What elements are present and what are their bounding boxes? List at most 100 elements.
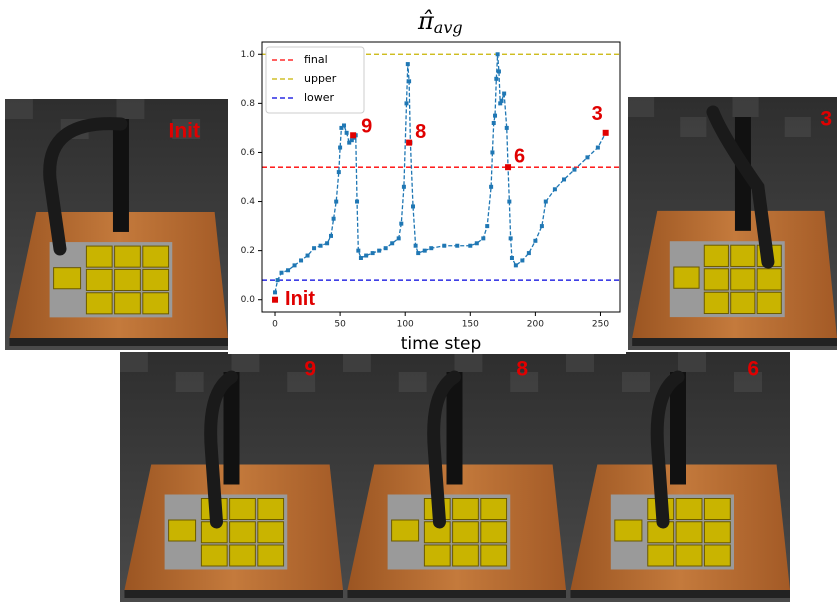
data-point [276, 278, 280, 282]
panel-label: 3 [820, 108, 832, 131]
tile [757, 269, 781, 290]
x-tick-label: 250 [592, 320, 609, 330]
data-point [280, 271, 284, 275]
data-point [514, 263, 518, 267]
data-point [502, 92, 506, 96]
data-point [306, 254, 310, 258]
y-tick-label: 0.4 [241, 197, 256, 207]
data-point [390, 241, 394, 245]
data-point [293, 263, 297, 267]
annotation: 9 [361, 116, 372, 138]
tile [704, 245, 728, 266]
tile [453, 545, 479, 566]
data-point [533, 239, 537, 243]
data-point [544, 200, 548, 204]
floor-tile [120, 352, 148, 372]
data-point [585, 155, 589, 159]
y-tick-label: 0.0 [241, 295, 256, 305]
highlight-point [406, 140, 412, 146]
tile [424, 545, 450, 566]
tile [230, 499, 256, 520]
tile [143, 293, 169, 314]
data-point [562, 177, 566, 181]
tile [453, 499, 479, 520]
annotation: 3 [592, 103, 603, 125]
panel-label: 8 [516, 358, 528, 381]
floor-tile [232, 352, 260, 372]
data-point [553, 187, 557, 191]
legend-label: upper [304, 72, 337, 85]
figure: Init3986 π̂avgtime step0501001502002500.… [0, 0, 837, 602]
data-point [468, 244, 472, 248]
tile [704, 522, 730, 543]
highlight-point [350, 132, 356, 138]
tile [169, 520, 196, 541]
data-point [414, 244, 418, 248]
data-point [494, 77, 498, 81]
table-edge [124, 590, 343, 598]
data-point [490, 150, 494, 154]
floor-tile [176, 372, 204, 392]
y-tick-label: 0.6 [241, 148, 256, 158]
tile [230, 545, 256, 566]
floor-tile [733, 97, 759, 117]
scene [566, 352, 790, 602]
tile [481, 522, 507, 543]
tile [731, 269, 755, 290]
tile [481, 499, 507, 520]
x-tick-label: 0 [272, 320, 278, 330]
scene [628, 97, 837, 350]
tile [115, 246, 141, 267]
data-point [384, 246, 388, 250]
data-point [405, 101, 409, 105]
data-point [496, 52, 500, 56]
data-point [334, 200, 338, 204]
data-point [406, 62, 410, 66]
data-point [338, 146, 342, 150]
annotation: Init [285, 288, 315, 310]
highlight-point [603, 130, 609, 136]
data-point [337, 170, 341, 174]
table-edge [632, 338, 837, 346]
tile [676, 499, 702, 520]
floor-tile [343, 352, 371, 372]
data-point [286, 268, 290, 272]
x-tick-label: 150 [462, 320, 479, 330]
table-edge [570, 590, 790, 598]
data-point [359, 256, 363, 260]
tile [757, 292, 781, 313]
tile [704, 269, 728, 290]
annotation: 8 [415, 121, 426, 143]
tile [230, 522, 256, 543]
data-point [345, 131, 349, 135]
y-tick-label: 0.2 [241, 246, 255, 256]
tile [676, 545, 702, 566]
floor-tile [399, 372, 427, 392]
tile [392, 520, 419, 541]
tile [674, 267, 699, 288]
tile [115, 269, 141, 290]
data-point [527, 251, 531, 255]
data-point [273, 290, 277, 294]
data-point [507, 200, 511, 204]
data-point [596, 146, 600, 150]
data-point [505, 126, 509, 130]
chart: π̂avgtime step0501001502002500.00.20.40.… [228, 2, 626, 354]
data-point [364, 254, 368, 258]
tile [731, 245, 755, 266]
data-point [455, 244, 459, 248]
tile [481, 545, 507, 566]
data-point [509, 236, 513, 240]
highlight-point [505, 164, 511, 170]
y-tick-label: 1.0 [241, 50, 256, 60]
data-point [312, 246, 316, 250]
x-tick-label: 200 [527, 320, 544, 330]
table-edge [347, 590, 566, 598]
tile [86, 246, 112, 267]
title-subscript: avg [434, 18, 463, 37]
tile [143, 246, 169, 267]
data-point [411, 204, 415, 208]
floor-tile [5, 99, 33, 119]
highlight-point [272, 297, 278, 303]
x-tick-label: 100 [397, 320, 414, 330]
